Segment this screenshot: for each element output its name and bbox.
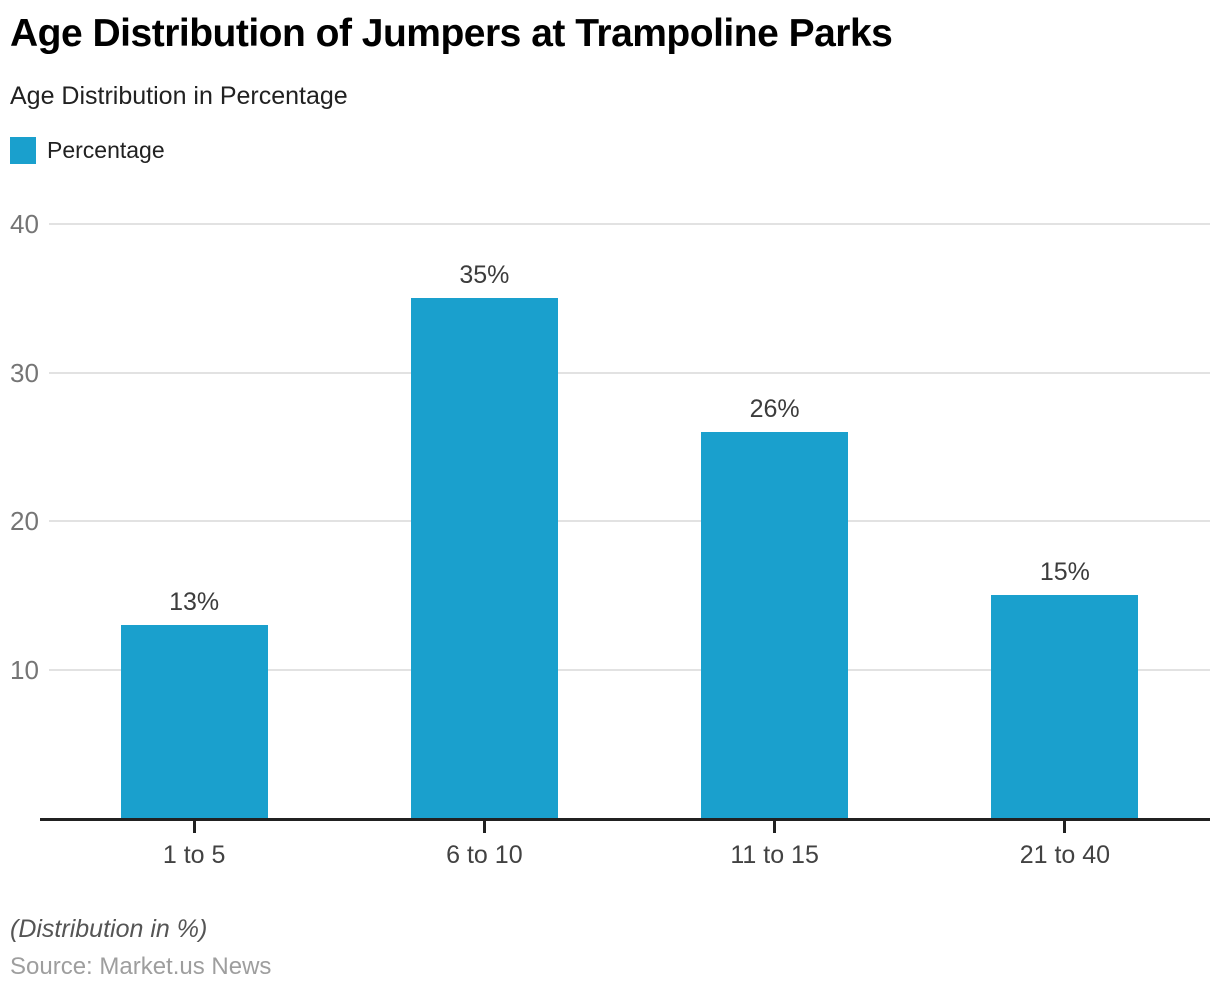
legend-label: Percentage	[47, 137, 165, 163]
gridline	[49, 223, 1210, 225]
legend: Percentage	[10, 137, 165, 164]
chart-footnote: (Distribution in %)	[10, 915, 208, 943]
x-tick	[1063, 821, 1067, 833]
source-credit: Source: Market.us News	[10, 953, 272, 980]
bar	[120, 624, 268, 818]
bar	[991, 595, 1139, 818]
x-axis-label: 1 to 5	[162, 841, 226, 869]
y-axis-label: 10	[10, 654, 39, 685]
x-axis-label: 21 to 40	[1019, 841, 1111, 869]
x-tick	[773, 821, 777, 833]
y-axis-label: 20	[10, 506, 39, 536]
x-tick	[192, 821, 196, 833]
y-axis-label: 30	[10, 357, 39, 388]
chart-title: Age Distribution of Jumpers at Trampolin…	[10, 12, 893, 55]
bar	[701, 431, 849, 818]
bar	[410, 298, 558, 818]
y-axis-label: 40	[10, 209, 39, 239]
bar-value-label: 15%	[1039, 558, 1090, 587]
bar-value-label: 35%	[459, 261, 510, 290]
x-axis-label: 11 to 15	[730, 841, 819, 869]
bar-value-label: 26%	[749, 394, 800, 423]
gridline	[49, 371, 1210, 374]
gridline	[49, 668, 1210, 671]
chart-subtitle: Age Distribution in Percentage	[10, 82, 348, 110]
legend-swatch-icon	[10, 137, 36, 164]
x-axis-line	[40, 818, 1210, 821]
gridline	[49, 520, 1210, 522]
bar-value-label: 13%	[169, 587, 220, 616]
x-axis-label: 6 to 10	[446, 841, 523, 869]
x-tick	[482, 821, 486, 833]
